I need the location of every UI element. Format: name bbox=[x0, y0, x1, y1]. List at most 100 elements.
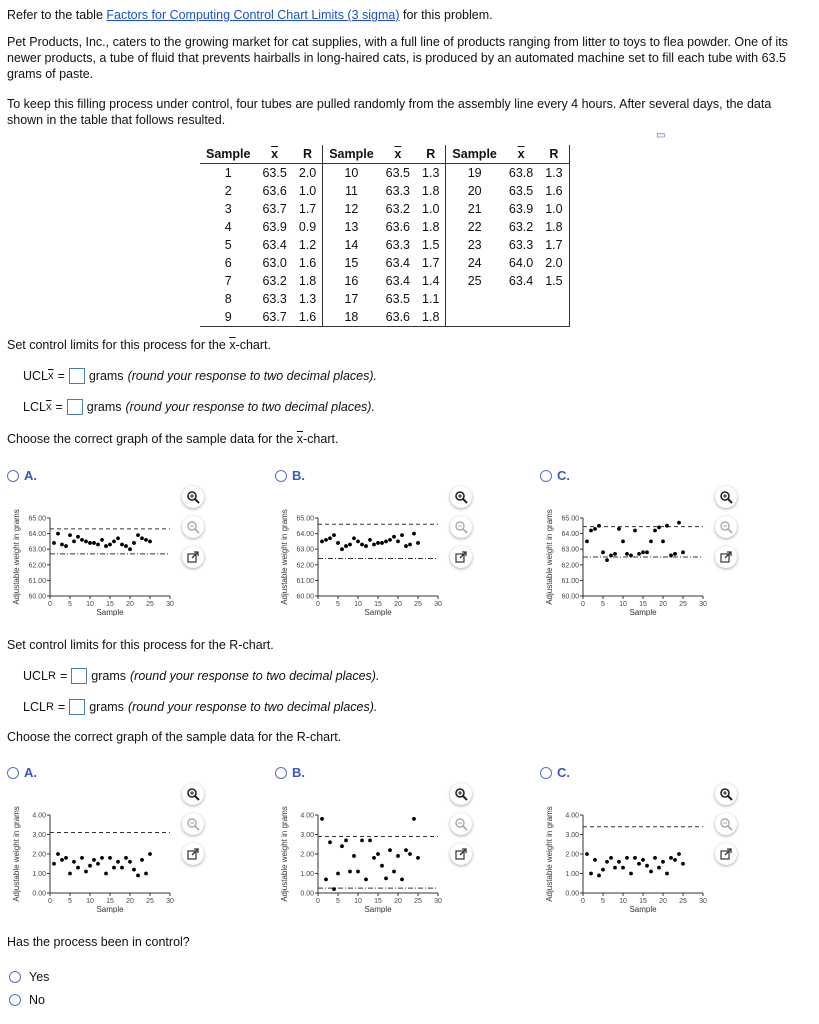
cell-xbar: 63.4 bbox=[508, 274, 534, 288]
ucl-xbar-input[interactable] bbox=[68, 368, 85, 384]
zoom-out-icon[interactable] bbox=[715, 813, 737, 835]
cell-r: 1.8 bbox=[298, 274, 317, 288]
data-point bbox=[372, 856, 376, 860]
data-point bbox=[589, 528, 593, 533]
cell-r: 2.0 bbox=[545, 256, 563, 270]
radio-no[interactable] bbox=[9, 994, 21, 1006]
option-label[interactable]: A. bbox=[7, 468, 267, 483]
ucl-r-input[interactable] bbox=[71, 668, 88, 684]
data-point bbox=[416, 856, 420, 860]
factors-table-link[interactable]: Factors for Computing Control Chart Limi… bbox=[106, 8, 400, 22]
option-radio[interactable] bbox=[540, 766, 552, 779]
cell-r: 1.7 bbox=[422, 256, 440, 270]
option-label[interactable]: B. bbox=[275, 765, 535, 780]
data-point bbox=[356, 539, 360, 544]
popout-icon[interactable] bbox=[182, 843, 204, 865]
option-label[interactable]: A. bbox=[7, 765, 267, 780]
cell-xbar: 63.5 bbox=[262, 166, 287, 180]
option-label[interactable]: B. bbox=[275, 468, 535, 483]
zoom-in-icon[interactable] bbox=[450, 486, 472, 508]
xbar-option-b[interactable]: B. 60.00 61.00 62.00 63.00 64.00 65.00 0 5 10 15 20… bbox=[275, 468, 535, 618]
option-radio[interactable] bbox=[275, 469, 287, 482]
option-letter: A. bbox=[24, 468, 37, 483]
zoom-in-icon[interactable] bbox=[715, 486, 737, 508]
cell-xbar: 63.3 bbox=[385, 184, 411, 198]
zoom-in-icon[interactable] bbox=[182, 486, 204, 508]
data-point bbox=[605, 859, 609, 864]
answer-no[interactable]: No bbox=[9, 993, 45, 1007]
data-point bbox=[681, 861, 685, 866]
data-point bbox=[649, 539, 653, 544]
r-option-b[interactable]: B. 0.00 1.00 2.00 3.00 4.00 0 5 10 15 20 25 30 Sample… bbox=[275, 765, 535, 915]
x-tick-label: 10 bbox=[619, 601, 627, 608]
option-label[interactable]: C. bbox=[540, 765, 800, 780]
radio-yes[interactable] bbox=[9, 971, 21, 983]
popout-icon[interactable] bbox=[450, 546, 472, 568]
data-point bbox=[56, 852, 60, 856]
option-letter: C. bbox=[557, 765, 570, 780]
cell-sample: 15 bbox=[322, 254, 380, 272]
popout-icon[interactable] bbox=[715, 546, 737, 568]
data-point bbox=[368, 537, 372, 542]
zoom-out-icon[interactable] bbox=[715, 516, 737, 538]
answer-yes[interactable]: Yes bbox=[9, 970, 49, 984]
lcl-r-input[interactable] bbox=[69, 699, 86, 715]
popout-icon[interactable] bbox=[450, 843, 472, 865]
xbar-option-a[interactable]: A. 60.00 61.00 62.00 63.00 64.00 65.00 0 5 10 15 20… bbox=[7, 468, 267, 618]
data-point bbox=[677, 852, 681, 856]
ucl-r-row: UCL R = grams (round your response to two d… bbox=[23, 668, 379, 684]
popout-icon[interactable] bbox=[715, 843, 737, 865]
zoom-in-icon[interactable] bbox=[715, 783, 737, 805]
data-point bbox=[613, 551, 617, 556]
xbar-section-title: Set control limits for this process for … bbox=[7, 337, 271, 353]
data-point bbox=[601, 867, 605, 872]
hint: (round your response to two decimal plac… bbox=[125, 400, 375, 414]
x-tick-label: 20 bbox=[126, 898, 134, 905]
data-point bbox=[76, 865, 80, 870]
cell-r: 1.8 bbox=[545, 220, 563, 234]
data-point bbox=[80, 856, 84, 860]
zoom-out-icon[interactable] bbox=[450, 813, 472, 835]
equals: = bbox=[55, 400, 63, 414]
cell-xbar: 63.5 bbox=[385, 166, 411, 180]
data-table: Sample x R Sample x R Sample x R 1 63.5 2.0 10 63.5 1.… bbox=[200, 145, 570, 327]
data-point bbox=[372, 542, 376, 547]
answer-yes-label: Yes bbox=[29, 970, 50, 984]
x-tick-label: 25 bbox=[679, 601, 687, 608]
option-radio[interactable] bbox=[7, 766, 19, 779]
x-tick-label: 30 bbox=[699, 898, 707, 905]
cell-r: 1.8 bbox=[422, 220, 440, 234]
data-point bbox=[641, 857, 645, 862]
xbar-option-c[interactable]: C. 60.00 61.00 62.00 63.00 64.00 65.00 0 5 10 15 20… bbox=[540, 468, 800, 618]
lcl-xbar-input[interactable] bbox=[66, 399, 83, 415]
zoom-in-icon[interactable] bbox=[450, 783, 472, 805]
y-tick-label: 63.00 bbox=[561, 547, 579, 554]
zoom-out-icon[interactable] bbox=[182, 813, 204, 835]
option-radio[interactable] bbox=[275, 766, 287, 779]
r-option-a[interactable]: A. 0.00 1.00 2.00 3.00 4.00 0 5 10 15 20 25 30 Sample… bbox=[7, 765, 267, 915]
zoom-in-icon[interactable] bbox=[182, 783, 204, 805]
data-point bbox=[637, 551, 641, 556]
cell-r: 1.5 bbox=[545, 274, 563, 288]
data-point bbox=[324, 537, 328, 542]
option-label[interactable]: C. bbox=[540, 468, 800, 483]
data-point bbox=[665, 523, 669, 528]
cell-xbar: 63.7 bbox=[262, 202, 287, 216]
cell-sample: 7 bbox=[224, 274, 232, 288]
r-section-title: Set control limits for this process for … bbox=[7, 638, 274, 652]
r-option-c[interactable]: C. 0.00 1.00 2.00 3.00 4.00 0 5 10 15 20 25 30 Sample… bbox=[540, 765, 800, 915]
data-point bbox=[336, 871, 340, 876]
copy-table-icon[interactable]: ▭ bbox=[656, 130, 666, 141]
zoom-out-icon[interactable] bbox=[182, 516, 204, 538]
y-tick-label: 2.00 bbox=[300, 852, 314, 859]
data-point bbox=[380, 863, 384, 868]
popout-icon[interactable] bbox=[182, 546, 204, 568]
cell-r: 1.8 bbox=[422, 184, 440, 198]
option-radio[interactable] bbox=[540, 469, 552, 482]
option-radio[interactable] bbox=[7, 469, 19, 482]
x-tick-label: 10 bbox=[86, 601, 94, 608]
r-subscript: R bbox=[48, 670, 56, 682]
data-point bbox=[68, 871, 72, 876]
zoom-out-icon[interactable] bbox=[450, 516, 472, 538]
x-axis-label: Sample bbox=[364, 905, 392, 913]
